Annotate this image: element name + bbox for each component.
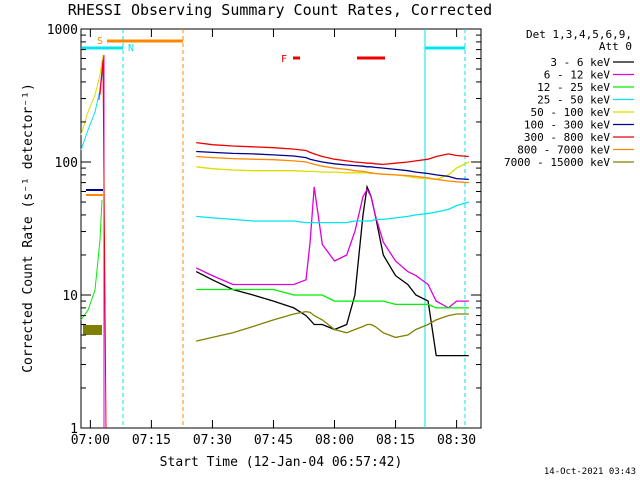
flag-label-n: N (128, 43, 134, 54)
x-tick-label: 08:00 (315, 433, 354, 448)
x-axis-label: Start Time (12-Jan-04 06:57:42) (160, 455, 403, 470)
x-tick-label: 08:30 (437, 433, 476, 448)
legend-label: 300 - 800 keV (524, 131, 610, 144)
early-curve-yellow (80, 54, 104, 136)
series-line-0 (195, 184, 469, 357)
series-line-4 (196, 161, 470, 181)
legend-label: 12 - 25 keV (537, 81, 610, 94)
series-line-2 (196, 288, 469, 309)
x-tick-label: 08:15 (376, 433, 415, 448)
legend-label: 7000 - 15000 keV (504, 156, 610, 169)
series-line-7 (196, 155, 469, 184)
legend-label: 100 - 300 keV (524, 119, 610, 132)
y-tick-label: 1 (70, 422, 78, 437)
legend-header-line-2: Att 0 (599, 40, 632, 53)
series-line-1 (195, 186, 469, 309)
series-line-8 (196, 310, 469, 342)
flag-bars: S N F (82, 36, 465, 65)
plot-frame (80, 28, 482, 429)
legend-label: 6 - 12 keV (544, 69, 611, 82)
early-segment (80, 54, 107, 429)
y-tick-label: 100 (55, 156, 78, 171)
flag-label-s: S (97, 36, 103, 47)
interval-lines (122, 29, 466, 428)
y-tick-label: 10 (62, 289, 78, 304)
early-curve-olive (83, 325, 102, 335)
legend-label: 800 - 7000 keV (517, 144, 610, 157)
x-tick-label: 07:00 (71, 433, 110, 448)
series-line-5 (196, 150, 469, 181)
axis-ticks: 07:00 07:15 07:30 07:45 08:00 08:15 08:30 1 10 10… (47, 23, 481, 448)
x-tick-label: 07:45 (254, 433, 293, 448)
flag-label-f: F (281, 54, 287, 65)
series-line-3 (196, 201, 469, 224)
x-tick-label: 07:15 (132, 433, 171, 448)
chart-title: RHESSI Observing Summary Count Rates, Co… (68, 1, 492, 19)
series-line-6 (196, 141, 469, 166)
y-tick-label: 1000 (47, 23, 78, 38)
legend-header-line-1: Det 1,3,4,5,6,9, (526, 28, 632, 41)
early-curve-green (80, 199, 103, 321)
footer-timestamp: 14-Oct-2021 03:43 (544, 467, 636, 477)
legend-label: 3 - 6 keV (550, 56, 610, 69)
legend-label: 25 - 50 keV (537, 94, 610, 107)
x-tick-label: 07:30 (193, 433, 232, 448)
early-curve-red (99, 59, 107, 429)
plot-series (195, 141, 470, 357)
legend-label: 50 - 100 keV (531, 106, 611, 119)
y-axis-label: Corrected Count Rate (s⁻¹ detector⁻¹) (21, 83, 36, 373)
